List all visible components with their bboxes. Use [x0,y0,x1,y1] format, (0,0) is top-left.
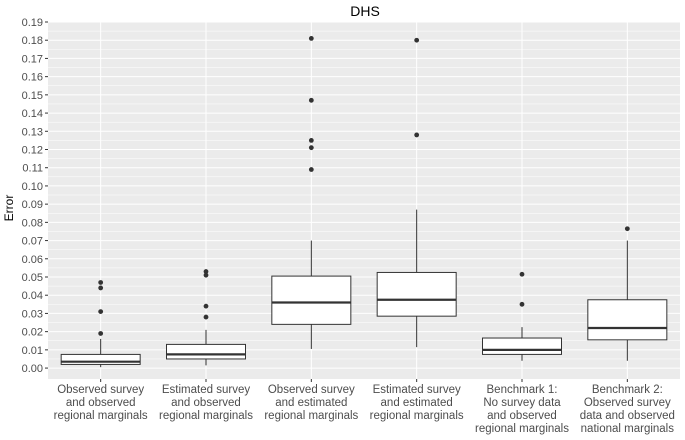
outlier-point [414,37,420,43]
x-tick-label: Observed survey and estimated regional mar… [264,384,358,422]
outlier-point [203,272,209,278]
y-axis-title: Error [2,195,16,222]
outlier-point [98,331,104,336]
y-tick-label: 0.01 [22,345,43,357]
box-iqr [166,343,246,360]
chart-title: DHS [350,3,380,19]
box-iqr [60,353,141,365]
y-tick-label: 0.10 [22,181,43,193]
y-tick-label: 0.02 [22,327,43,339]
y-tick-label: 0.09 [22,199,43,211]
y-tick-label: 0.08 [22,217,43,229]
y-tick-label: 0.18 [22,35,43,47]
outlier-point [414,132,420,138]
outlier-point [624,226,630,232]
y-tick-label: 0.03 [22,308,43,320]
outlier-point [519,271,525,277]
boxes [60,35,668,368]
box-iqr [482,337,562,355]
x-tick-label: Observed survey and observed regional marg… [54,384,148,422]
y-tick-label: 0.19 [22,17,43,29]
y-axis: 0.00 0.01 0.02 0.03 0.04 0.05 0.06 0.07 0.08 0.09… [22,17,48,375]
y-tick-label: 0.17 [22,53,43,65]
outlier-point [519,301,525,307]
x-tick-label: Estimated survey and observed regional mar… [159,384,253,422]
y-tick-label: 0.15 [22,90,43,102]
outlier-point [203,269,209,274]
y-tick-label: 0.14 [22,108,43,120]
outlier-point [98,280,104,285]
box-iqr [376,271,457,317]
grid-lines [48,21,680,379]
box-group [60,280,141,368]
box-group [587,226,668,361]
y-tick-label: 0.05 [22,272,43,284]
y-tick-label: 0.12 [22,145,43,157]
box-iqr [587,299,668,341]
box-iqr [271,275,352,325]
x-axis: Observed survey and observed regional marg… [54,379,675,435]
outlier-point [308,137,314,143]
x-tick-label: Benchmark 1: No survey data and observed re… [475,384,569,435]
outlier-point [308,145,314,151]
outlier-point [98,309,104,315]
box-group [166,269,246,366]
outlier-point [98,285,104,291]
y-tick-label: 0.16 [22,72,43,84]
x-tick-label: Benchmark 2: Observed survey data and obse… [580,384,675,435]
plot-panel [48,22,680,379]
y-tick-label: 0.07 [22,236,43,248]
outlier-point [308,167,314,172]
outlier-point [308,97,314,103]
y-tick-label: 0.00 [22,363,43,375]
outlier-point [308,35,314,41]
box-group [271,35,352,349]
x-tick-label: Estimated survey and estimated regional ma… [370,384,464,422]
outlier-point [203,303,209,309]
y-tick-label: 0.13 [22,126,43,138]
box-group [376,37,457,348]
y-tick-label: 0.11 [22,163,43,175]
box-group [482,271,562,361]
outlier-point [203,314,209,320]
y-tick-label: 0.04 [22,290,43,302]
y-tick-label: 0.06 [22,254,43,266]
